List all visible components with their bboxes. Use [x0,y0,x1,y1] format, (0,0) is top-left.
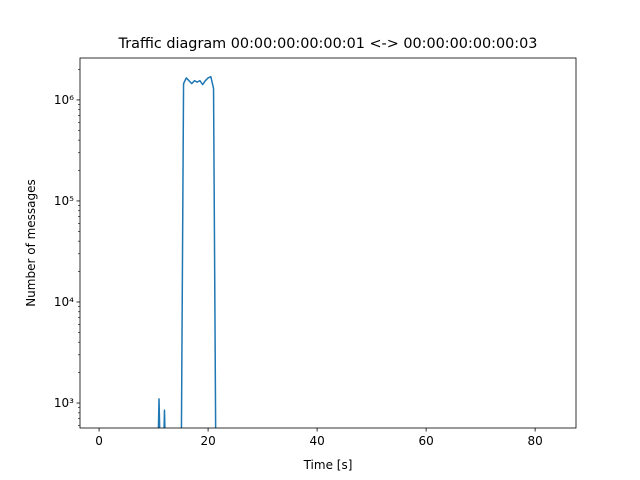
y-axis-label: Number of messages [24,179,38,307]
x-tick-label: 40 [309,434,324,448]
y-tick-label: 10⁶ [54,93,74,107]
data-line [157,75,217,428]
y-tick-label: 10⁵ [54,194,74,208]
x-tick-label: 0 [95,434,103,448]
y-tick-label: 10⁴ [54,295,74,309]
x-tick-label: 60 [418,434,433,448]
x-tick-label: 20 [200,434,215,448]
x-axis-label: Time [s] [303,458,353,472]
y-tick-label: 10³ [54,396,74,410]
plot-area [157,75,217,428]
chart-title: Traffic diagram 00:00:00:00:00:01 <-> 00… [118,36,538,52]
x-tick-label: 80 [527,434,542,448]
axes-frame [79,57,577,429]
